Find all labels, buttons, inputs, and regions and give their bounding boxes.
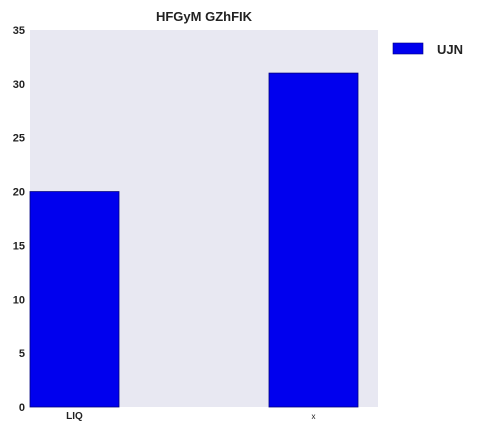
x-tick-label: LIQ [66,411,83,422]
x-axis-ticks: LIQ x [66,411,315,422]
bar [29,191,120,408]
x-tick-label: x [312,412,316,421]
y-tick-label: 0 [19,402,25,414]
y-tick-label: 5 [19,348,25,360]
legend-swatch [392,42,424,55]
y-axis-ticks: 0 5 10 15 20 25 30 35 [13,25,25,414]
legend-label: UJN [437,42,463,57]
legend: UJN [392,42,463,57]
y-tick-label: 15 [13,240,25,252]
y-tick-label: 25 [13,133,25,145]
y-tick-label: 10 [13,294,25,306]
bar-series [29,72,359,408]
y-tick-label: 35 [13,25,25,37]
bar [268,72,359,408]
y-tick-label: 20 [13,187,25,199]
chart-title: HFGyM GZhFIK [156,9,253,24]
y-tick-label: 30 [13,79,25,91]
